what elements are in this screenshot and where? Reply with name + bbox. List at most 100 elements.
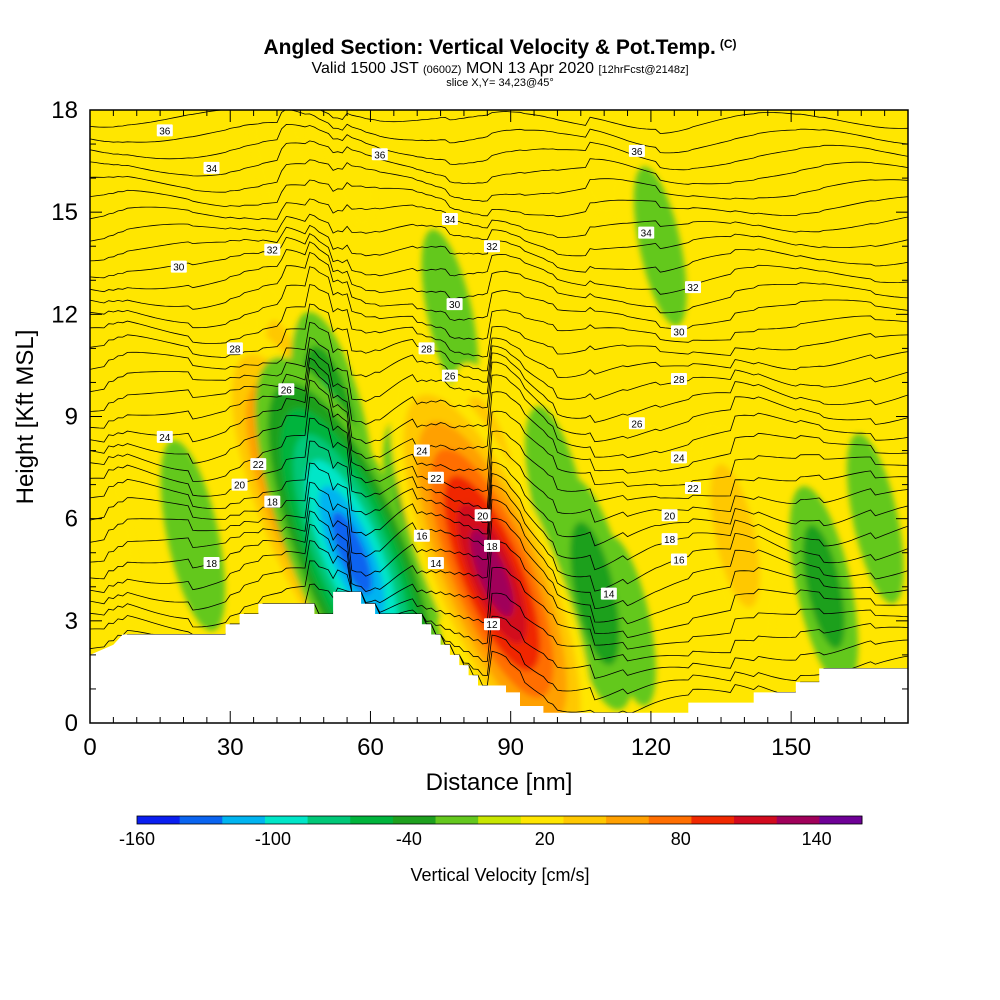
- colorbar-tick-label: -40: [396, 829, 422, 849]
- velocity-cell: [421, 229, 479, 400]
- isentrope-line: [90, 560, 908, 662]
- colorbar-swatch: [137, 816, 181, 824]
- contour-label-text: 18: [664, 535, 676, 546]
- chart-title: Angled Section: Vertical Velocity & Pot.…: [0, 36, 1000, 60]
- contour-label-box: [371, 148, 388, 161]
- colorbar-swatch: [648, 816, 692, 824]
- velocity-cell: [554, 477, 635, 710]
- contour-label-box: [670, 325, 687, 338]
- contour-label-box: [483, 539, 500, 552]
- contour-label: 36: [628, 144, 645, 158]
- velocity-cell: [160, 440, 226, 632]
- contour-label-box: [413, 444, 430, 457]
- contour-label-box: [684, 482, 701, 495]
- contour-label-text: 34: [444, 215, 456, 226]
- contour-label-box: [638, 226, 655, 239]
- contour-label-text: 26: [281, 385, 293, 396]
- contour-label: 30: [670, 325, 687, 338]
- contour-label-box: [628, 144, 645, 157]
- contour-label-text: 22: [687, 484, 699, 495]
- isentrope-line: [90, 417, 908, 523]
- x-tick-label: 120: [631, 734, 671, 761]
- isentrope-line: [90, 481, 908, 592]
- isentrope-line: [90, 241, 908, 314]
- x-tick-label: 90: [497, 734, 524, 761]
- velocity-cell: [694, 419, 776, 653]
- y-tick-label: 12: [51, 301, 78, 328]
- subtitle-forecast: [12hrFcst@2148z]: [598, 64, 689, 76]
- y-tick-label: 9: [65, 404, 78, 431]
- isentrope-line: [90, 198, 908, 238]
- velocity-band: [710, 464, 760, 608]
- colorbar-swatch: [734, 816, 778, 824]
- colorbar-swatch: [435, 816, 479, 824]
- x-tick-label: 0: [83, 734, 96, 761]
- contour-label-box: [156, 430, 173, 443]
- isentrope-line: [90, 140, 908, 185]
- contour-label-text: 24: [673, 453, 685, 464]
- contour-label: 34: [441, 212, 458, 226]
- isentrope-line: [90, 379, 908, 487]
- velocity-cell: [633, 166, 687, 326]
- contour-label-box: [670, 553, 687, 566]
- colorbar: -160 -100 -40 20 80 140: [119, 815, 863, 849]
- contour-label-box: [670, 373, 687, 386]
- contour-label: 22: [427, 471, 444, 485]
- contour-label: 28: [670, 373, 687, 386]
- isentrope-line: [90, 440, 908, 547]
- contour-label-box: [483, 240, 500, 253]
- colorbar-swatch: [350, 816, 394, 824]
- velocity-band: [570, 521, 620, 666]
- contour-label-text: 28: [673, 375, 685, 386]
- isentrope-line: [90, 179, 908, 218]
- contour-label-text: 14: [430, 559, 442, 570]
- contour-label: 30: [170, 260, 187, 274]
- velocity-band: [318, 110, 376, 229]
- contour-label-text: 26: [444, 372, 456, 383]
- x-axis-label: Distance [nm]: [426, 769, 573, 796]
- contour-label-box: [264, 243, 281, 256]
- colorbar-swatch: [264, 816, 309, 824]
- isentrope-line: [90, 462, 908, 571]
- contour-label: 32: [684, 281, 701, 294]
- isentrope-line: [90, 366, 908, 474]
- contour-label: 24: [156, 430, 173, 444]
- contour-label-text: 18: [206, 559, 218, 570]
- contour-label: 20: [474, 509, 491, 522]
- contour-label-text: 28: [421, 344, 433, 355]
- isentrope-line: [90, 233, 908, 295]
- contour-label-text: 20: [664, 511, 676, 522]
- contour-label-box: [427, 556, 444, 569]
- colorbar-swatch: [478, 816, 522, 824]
- isentrope-line: [90, 159, 908, 202]
- velocity-band: [633, 166, 687, 326]
- contour-label-text: 24: [159, 433, 171, 444]
- chart-subtitle: Valid 1500 JST (0600Z) MON 13 Apr 2020 […: [0, 60, 1000, 78]
- contour-label-text: 12: [486, 620, 498, 631]
- y-tick-label: 0: [65, 710, 78, 737]
- contour-label-box: [250, 458, 267, 471]
- contour-label: 22: [684, 482, 701, 495]
- colorbar-swatch: [606, 816, 650, 824]
- contour-label: 32: [264, 243, 281, 257]
- isentrope-line: [90, 510, 908, 625]
- y-axis-label: Height [Kft MSL]: [12, 330, 39, 505]
- velocity-band: [160, 440, 226, 632]
- colorbar-tick-label: 80: [671, 829, 691, 849]
- contour-label: 28: [226, 342, 243, 355]
- y-tick-label: 3: [65, 608, 78, 635]
- contour-label-text: 22: [430, 474, 442, 485]
- contour-label-text: 24: [416, 447, 428, 458]
- chart-title-text: Angled Section: Vertical Velocity & Pot.…: [263, 36, 716, 59]
- colorbar-swatch: [563, 816, 607, 824]
- velocity-band: [802, 524, 845, 649]
- contour-label-box: [661, 509, 678, 522]
- isentrope-line: [90, 348, 908, 443]
- contour-label: 36: [371, 148, 388, 161]
- contour-label-box: [441, 212, 458, 225]
- colorbar-swatch: [520, 816, 564, 824]
- contour-label-text: 36: [631, 147, 643, 158]
- colorbar-tick-label: -160: [119, 829, 155, 849]
- contour-label-text: 32: [486, 242, 498, 253]
- contour-label: 36: [156, 124, 173, 137]
